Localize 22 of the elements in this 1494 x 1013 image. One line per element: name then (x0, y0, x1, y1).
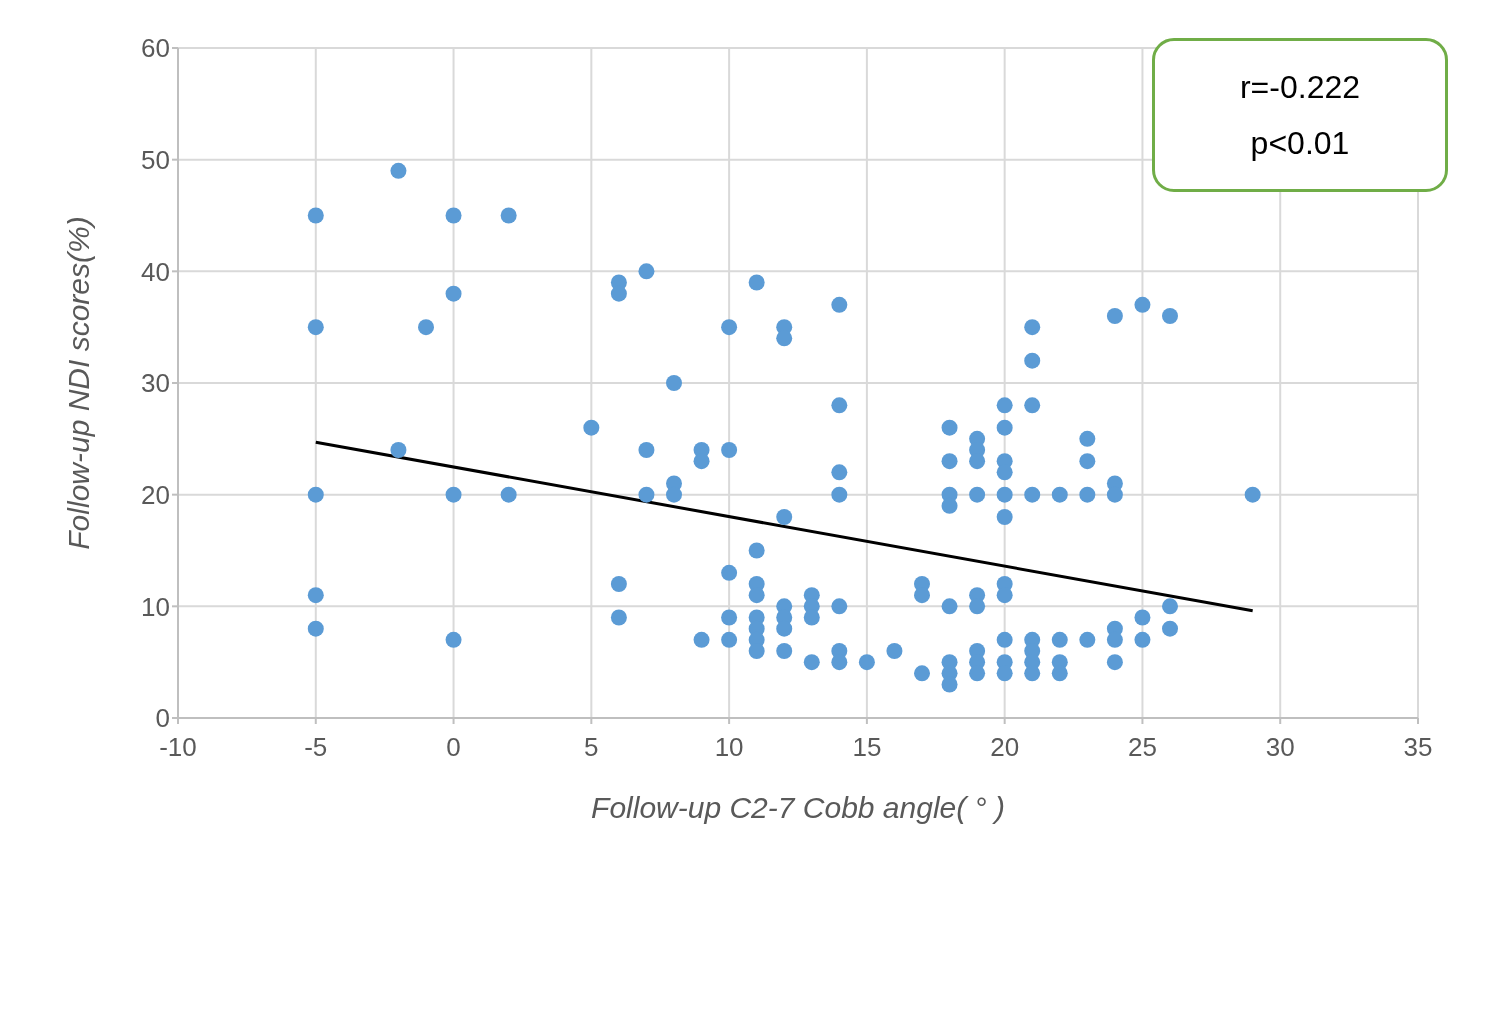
x-tick-label: -10 (159, 732, 197, 763)
y-tick-label: 30 (141, 368, 170, 399)
y-tick-label: 40 (141, 256, 170, 287)
annotation: r=-0.222 (1238, 68, 1362, 107)
y-axis-title: Follow-up NDI scores(%) (61, 216, 95, 550)
x-tick-label: 0 (446, 732, 461, 763)
annotation: p<0.01 (1249, 124, 1351, 163)
x-tick-label: 30 (1265, 732, 1295, 763)
y-tick-label: 60 (141, 33, 170, 64)
x-tick-label: 25 (1127, 732, 1157, 763)
x-axis-title: Follow-up C2-7 Cobb angle( ° ) (591, 791, 1005, 824)
x-tick-label: 15 (852, 732, 882, 763)
y-tick-label: 20 (141, 479, 170, 510)
x-tick-label: -5 (304, 732, 328, 763)
rounded-frame: r=-0.222 p<0.01 (1152, 38, 1448, 192)
x-tick-label: 20 (990, 732, 1020, 763)
x-tick-label: 10 (714, 732, 744, 763)
x-tick-label: 35 (1403, 732, 1433, 763)
y-tick-label: 50 (141, 144, 170, 175)
y-tick-label: 10 (141, 591, 170, 622)
x-tick-label: 5 (584, 732, 599, 763)
y-tick-label: 0 (155, 703, 170, 734)
